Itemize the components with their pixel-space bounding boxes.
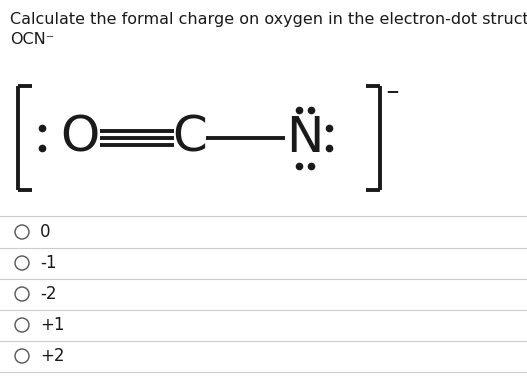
Text: +2: +2 [40,347,64,365]
Text: −: − [385,82,399,100]
Text: C: C [172,114,208,162]
Text: O: O [61,114,100,162]
Text: 0: 0 [40,223,51,241]
Text: Calculate the formal charge on oxygen in the electron-dot structure for: Calculate the formal charge on oxygen in… [10,12,527,27]
Text: +1: +1 [40,316,64,334]
Text: N: N [286,114,324,162]
Text: OCN⁻: OCN⁻ [10,32,54,47]
Text: -1: -1 [40,254,56,272]
Text: -2: -2 [40,285,56,303]
